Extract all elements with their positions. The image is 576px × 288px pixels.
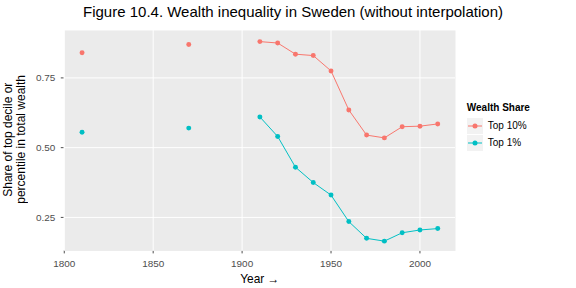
svg-text:1800: 1800	[53, 258, 76, 269]
html-text:Wealth Share: Wealth Share	[466, 102, 530, 113]
html-text:Top 10%: Top 10%	[487, 120, 527, 131]
svg-text:Year →: Year →	[240, 272, 279, 286]
svg-text:1900: 1900	[231, 258, 254, 269]
svg-text:0.25: 0.25	[36, 212, 56, 223]
svg-text:0.50: 0.50	[36, 142, 56, 153]
svg-text:1950: 1950	[320, 258, 343, 269]
html-text:Top 1%: Top 1%	[487, 137, 522, 148]
html-text:Figure 10.4. Wealth inequality: Figure 10.4. Wealth inequality in Sweden…	[83, 3, 503, 20]
svg-text:1850: 1850	[142, 258, 165, 269]
svg-text:2000: 2000	[409, 258, 432, 269]
html-text:Share of top decile or percent: Share of top decile or percentile in tot…	[0, 74, 28, 204]
svg-text:0.75: 0.75	[36, 72, 56, 83]
